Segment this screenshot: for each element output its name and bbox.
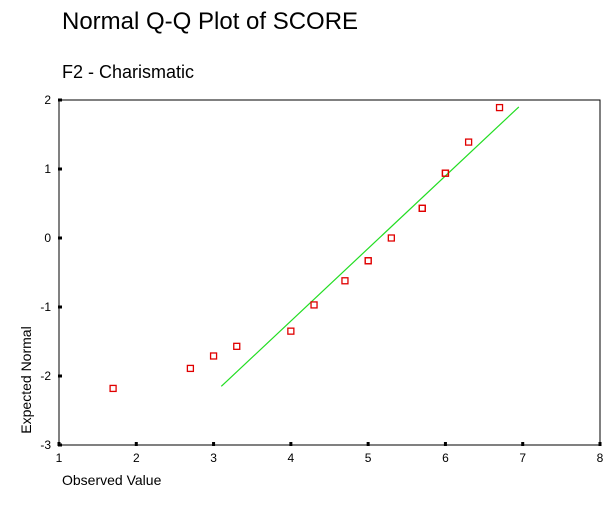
y-tick-label: -1	[40, 300, 51, 314]
data-point	[186, 364, 195, 373]
data-point	[109, 384, 117, 393]
data-points	[109, 103, 504, 393]
chart-title: Normal Q-Q Plot of SCORE	[62, 8, 359, 35]
data-point	[387, 234, 395, 242]
x-axis-label: Observed Value	[62, 472, 162, 488]
x-tick-label: 4	[288, 451, 295, 465]
data-point	[287, 327, 295, 335]
data-point	[418, 204, 426, 212]
data-point	[209, 352, 218, 360]
y-axis-label: Expected Normal	[18, 326, 34, 434]
x-tick-label: 7	[519, 451, 526, 465]
plot-frame	[58, 99, 601, 446]
data-point	[441, 169, 450, 177]
y-tick-label: 1	[44, 162, 51, 176]
reference-line-group	[220, 106, 520, 387]
x-tick-label: 3	[210, 451, 217, 465]
axis-ticks: 1 2 3 4 5 6 7 8 2 1 0 -1 -2 -3	[40, 93, 603, 465]
data-point	[310, 301, 318, 309]
chart-subtitle: F2 - Charismatic	[62, 62, 195, 82]
y-tick-label: -2	[40, 369, 51, 383]
data-point	[364, 257, 372, 265]
x-tick-label: 8	[597, 451, 604, 465]
data-point	[364, 257, 372, 265]
data-point	[464, 138, 473, 146]
data-point	[495, 103, 504, 112]
x-tick-label: 5	[365, 451, 372, 465]
y-tick-label: 2	[44, 93, 51, 107]
reference-line	[220, 106, 520, 387]
y-tick-label: 0	[44, 231, 51, 245]
data-point	[418, 204, 426, 212]
data-point	[233, 342, 241, 350]
data-point	[341, 277, 349, 285]
x-tick-label: 1	[56, 451, 63, 465]
x-tick-label: 6	[442, 451, 449, 465]
x-tick-label: 2	[133, 451, 140, 465]
y-tick-label: -3	[40, 438, 51, 452]
